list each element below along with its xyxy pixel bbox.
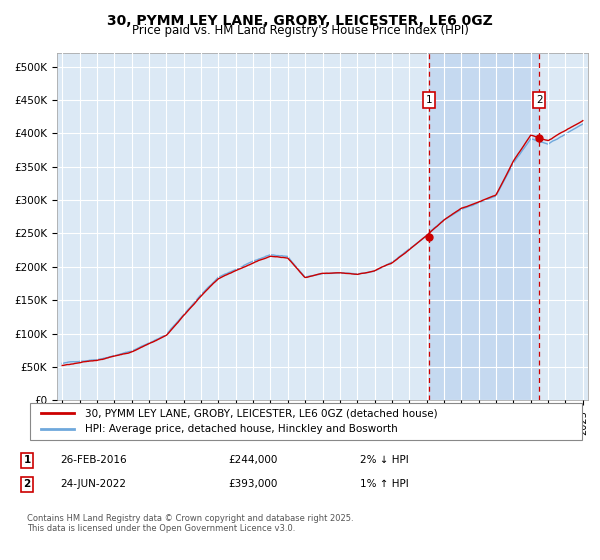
Text: 1: 1 (23, 455, 31, 465)
Text: 30, PYMM LEY LANE, GROBY, LEICESTER, LE6 0GZ (detached house): 30, PYMM LEY LANE, GROBY, LEICESTER, LE6… (85, 408, 438, 418)
Text: Contains HM Land Registry data © Crown copyright and database right 2025.
This d: Contains HM Land Registry data © Crown c… (27, 514, 353, 533)
Text: Price paid vs. HM Land Registry's House Price Index (HPI): Price paid vs. HM Land Registry's House … (131, 24, 469, 36)
Text: HPI: Average price, detached house, Hinckley and Bosworth: HPI: Average price, detached house, Hinc… (85, 424, 398, 435)
Text: 2: 2 (23, 479, 31, 489)
Text: 1% ↑ HPI: 1% ↑ HPI (360, 479, 409, 489)
Text: 30, PYMM LEY LANE, GROBY, LEICESTER, LE6 0GZ: 30, PYMM LEY LANE, GROBY, LEICESTER, LE6… (107, 14, 493, 28)
Text: 2% ↓ HPI: 2% ↓ HPI (360, 455, 409, 465)
Text: 1: 1 (426, 95, 433, 105)
Text: £244,000: £244,000 (228, 455, 277, 465)
Bar (429, 53, 539, 400)
Text: 2: 2 (536, 95, 542, 105)
FancyBboxPatch shape (30, 403, 582, 440)
Text: £393,000: £393,000 (228, 479, 277, 489)
Text: 24-JUN-2022: 24-JUN-2022 (60, 479, 126, 489)
Text: 26-FEB-2016: 26-FEB-2016 (60, 455, 127, 465)
